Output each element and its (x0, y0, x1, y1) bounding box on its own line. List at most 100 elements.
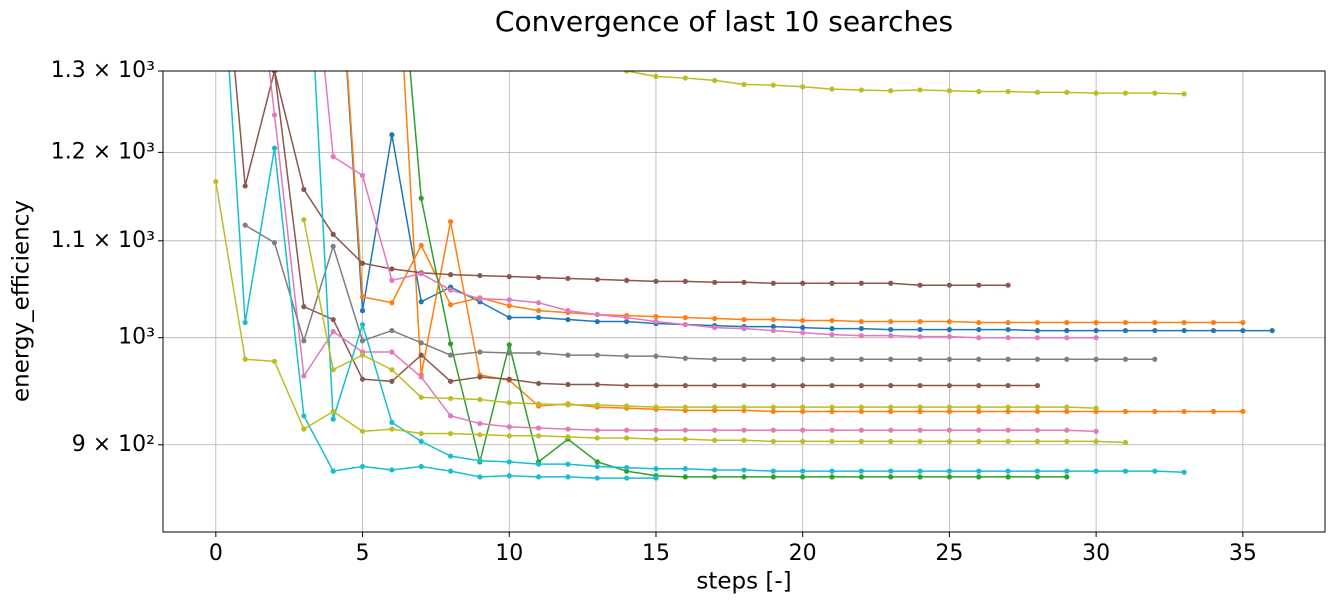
point (653, 466, 659, 472)
plot-area (213, 71, 1275, 481)
point (271, 71, 278, 74)
point (917, 427, 923, 433)
point (1181, 327, 1187, 334)
point (594, 381, 600, 388)
point (976, 88, 982, 95)
point (535, 308, 542, 314)
point (829, 474, 835, 480)
point (946, 438, 953, 445)
point (858, 404, 864, 410)
point (917, 318, 923, 325)
point (301, 426, 307, 432)
point (242, 183, 248, 189)
point (1005, 404, 1011, 410)
point (829, 438, 835, 445)
point (1152, 408, 1158, 415)
point (682, 382, 688, 389)
point (829, 317, 835, 324)
point (917, 334, 923, 340)
point (565, 308, 571, 314)
point (418, 242, 424, 249)
point (1064, 438, 1070, 445)
point (359, 294, 366, 300)
point (946, 326, 953, 333)
point (712, 315, 718, 322)
point (565, 426, 571, 432)
point (565, 474, 571, 480)
point (712, 279, 718, 285)
point (858, 382, 864, 389)
point (1034, 335, 1041, 341)
point (858, 280, 864, 286)
point (1034, 438, 1041, 445)
point (624, 314, 630, 321)
point (624, 318, 630, 325)
point (535, 380, 542, 387)
point (359, 338, 366, 344)
point (389, 349, 395, 355)
x-tick-label: 20 (789, 541, 817, 566)
point (1064, 335, 1070, 341)
point (712, 324, 718, 331)
point (858, 87, 864, 93)
point (301, 413, 307, 419)
point (976, 474, 982, 480)
point (1210, 408, 1217, 415)
point (477, 272, 483, 279)
point (946, 427, 953, 433)
point (770, 82, 776, 88)
point (535, 425, 542, 431)
point (946, 356, 953, 362)
point (506, 314, 512, 321)
grid (158, 70, 1325, 537)
point (1122, 319, 1129, 326)
point (330, 416, 336, 422)
point (594, 427, 600, 433)
point (946, 468, 953, 474)
point (506, 297, 512, 303)
point (1064, 327, 1070, 334)
point (858, 333, 864, 339)
point (770, 474, 776, 480)
point (271, 240, 278, 246)
point (712, 437, 718, 443)
point (1005, 427, 1011, 433)
point (1064, 89, 1070, 95)
point (565, 461, 571, 467)
axes-frame (162, 70, 1326, 533)
point (477, 349, 483, 355)
point (506, 433, 512, 439)
point (712, 356, 718, 362)
point (1005, 88, 1011, 95)
point (624, 465, 630, 471)
y-tick-label: 9 × 10² (72, 432, 155, 457)
point (829, 404, 835, 410)
point (829, 356, 835, 362)
point (741, 382, 747, 389)
point (389, 378, 395, 384)
point (946, 474, 953, 480)
point (242, 319, 248, 326)
point (1064, 356, 1070, 362)
point (976, 319, 982, 326)
point (741, 81, 747, 87)
point (359, 172, 366, 179)
series-line (234, 71, 1009, 286)
point (1122, 90, 1129, 96)
point (1181, 408, 1187, 415)
point (653, 475, 659, 481)
point (418, 394, 424, 400)
point (447, 468, 454, 474)
point (506, 342, 512, 348)
series-line (409, 71, 1067, 478)
point (1034, 327, 1041, 334)
point (858, 356, 864, 362)
point (389, 132, 395, 138)
point (271, 145, 278, 151)
point (976, 468, 982, 474)
point (858, 325, 864, 332)
point (359, 428, 366, 434)
point (1240, 319, 1246, 326)
chart-title: Convergence of last 10 searches (495, 5, 953, 38)
point (1122, 408, 1129, 415)
